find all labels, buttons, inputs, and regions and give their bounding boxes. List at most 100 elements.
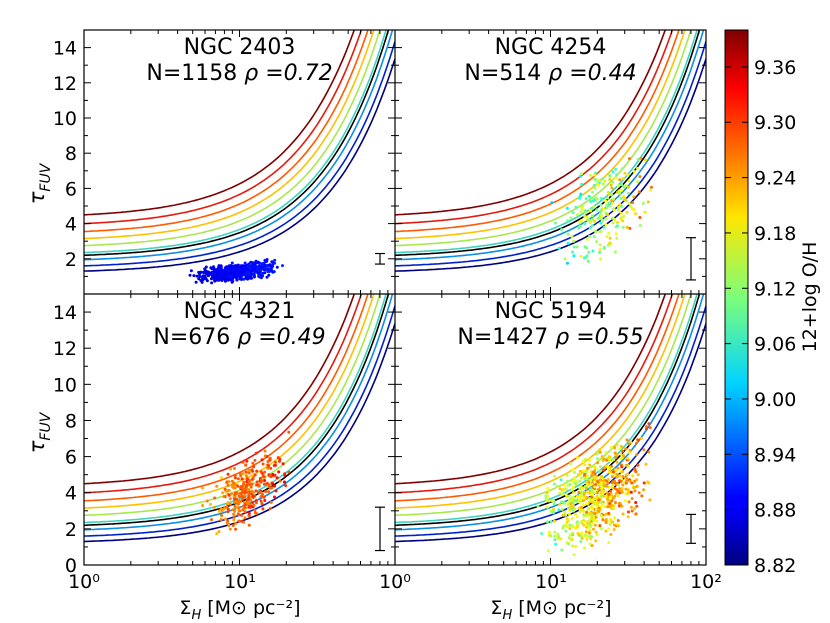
data-point bbox=[647, 422, 651, 426]
data-point bbox=[636, 166, 639, 170]
data-point bbox=[260, 265, 264, 269]
data-point bbox=[227, 488, 231, 492]
data-point bbox=[604, 217, 608, 221]
data-point bbox=[214, 276, 217, 280]
data-point bbox=[608, 241, 612, 245]
data-point bbox=[552, 482, 556, 486]
model-curve bbox=[84, 30, 375, 240]
data-point bbox=[592, 518, 596, 522]
panel-stats-ngc-5194: N=1427 ρ =0.55 bbox=[457, 325, 643, 350]
data-point bbox=[642, 488, 646, 492]
data-point bbox=[618, 447, 622, 451]
data-point bbox=[585, 474, 589, 478]
data-point bbox=[566, 219, 570, 223]
data-point bbox=[207, 270, 210, 274]
data-point bbox=[597, 498, 601, 502]
data-point bbox=[232, 497, 236, 501]
data-point bbox=[564, 529, 568, 533]
data-point bbox=[254, 451, 258, 455]
data-point bbox=[234, 522, 238, 525]
model-curve bbox=[84, 294, 375, 509]
data-point bbox=[613, 479, 617, 483]
data-point bbox=[584, 530, 588, 534]
data-point bbox=[586, 466, 589, 470]
data-point bbox=[284, 484, 288, 488]
y-axis-label-top: τFUV bbox=[25, 162, 54, 204]
data-point bbox=[598, 469, 602, 473]
data-point bbox=[594, 476, 598, 480]
data-point bbox=[274, 489, 278, 493]
model-curve bbox=[395, 41, 706, 267]
data-point bbox=[226, 510, 230, 514]
data-point bbox=[240, 513, 244, 517]
data-point bbox=[572, 476, 576, 480]
data-point bbox=[263, 499, 267, 502]
data-point bbox=[232, 264, 236, 268]
data-point bbox=[634, 485, 638, 489]
data-point bbox=[605, 206, 609, 210]
data-point bbox=[607, 455, 611, 459]
data-point bbox=[613, 451, 617, 455]
data-point bbox=[585, 514, 589, 518]
data-point bbox=[255, 469, 259, 473]
data-point bbox=[635, 453, 639, 457]
data-point bbox=[549, 520, 553, 524]
data-point bbox=[582, 256, 586, 260]
data-point bbox=[568, 483, 572, 486]
data-point bbox=[593, 219, 597, 223]
data-point bbox=[601, 503, 605, 506]
data-point bbox=[241, 472, 245, 476]
data-point bbox=[273, 473, 277, 477]
data-point bbox=[618, 178, 622, 182]
data-point bbox=[639, 436, 643, 440]
data-point bbox=[599, 513, 603, 517]
data-point bbox=[588, 234, 592, 238]
data-point bbox=[598, 248, 602, 251]
data-point bbox=[578, 534, 582, 538]
data-point bbox=[621, 219, 625, 223]
data-point bbox=[582, 496, 586, 500]
data-point bbox=[604, 199, 608, 203]
y-tick-label: 12 bbox=[53, 73, 77, 95]
data-point bbox=[263, 470, 267, 474]
data-point bbox=[586, 479, 590, 483]
data-point bbox=[588, 221, 592, 225]
data-point bbox=[244, 470, 248, 474]
data-point bbox=[219, 518, 223, 521]
model-curve bbox=[84, 294, 387, 524]
data-point bbox=[619, 196, 623, 200]
data-point bbox=[253, 511, 257, 515]
data-point bbox=[617, 483, 621, 487]
data-point bbox=[545, 505, 549, 509]
data-point bbox=[281, 462, 285, 466]
data-point bbox=[574, 479, 578, 483]
data-point bbox=[258, 476, 262, 480]
data-point bbox=[232, 515, 236, 519]
data-point bbox=[243, 510, 247, 514]
data-point bbox=[598, 243, 602, 247]
data-point bbox=[562, 488, 565, 491]
data-point bbox=[246, 498, 250, 502]
data-point bbox=[583, 209, 587, 213]
data-point bbox=[266, 270, 270, 274]
data-point bbox=[228, 271, 232, 275]
data-point bbox=[590, 489, 594, 493]
data-point bbox=[642, 481, 646, 485]
data-point bbox=[630, 509, 634, 513]
data-point bbox=[588, 173, 592, 177]
data-point bbox=[585, 482, 589, 486]
data-point bbox=[588, 529, 592, 532]
data-point bbox=[569, 216, 573, 220]
data-point bbox=[613, 500, 617, 504]
data-point bbox=[253, 262, 257, 266]
data-point bbox=[629, 205, 633, 208]
data-point bbox=[232, 518, 236, 522]
data-point bbox=[553, 534, 557, 538]
colorbar-label: 12+log O/H bbox=[799, 242, 821, 353]
data-point bbox=[619, 452, 623, 456]
data-point bbox=[240, 270, 244, 274]
data-point bbox=[224, 490, 228, 493]
data-point bbox=[251, 461, 255, 465]
data-point bbox=[613, 494, 617, 498]
data-point bbox=[273, 261, 276, 265]
